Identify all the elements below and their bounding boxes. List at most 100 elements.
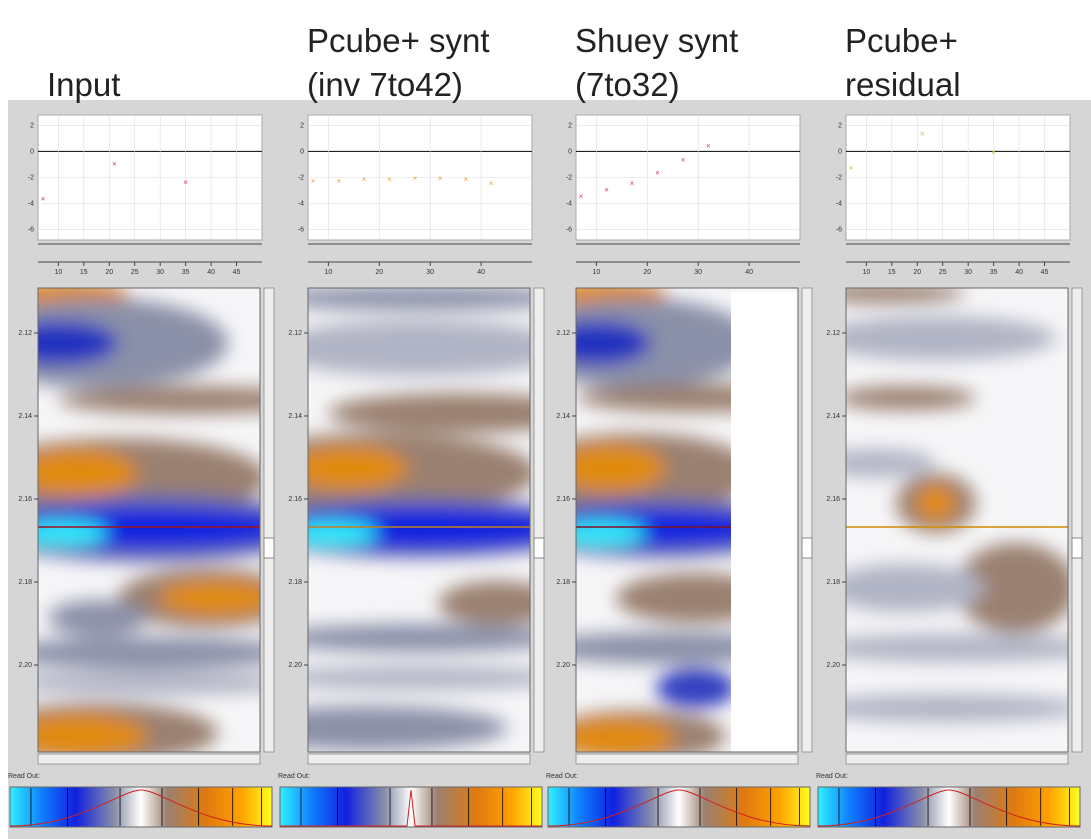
x-tick-label: 40: [745, 269, 753, 276]
x-tick-label: 35: [990, 269, 998, 276]
amplitude-blob: [38, 671, 260, 695]
data-point: ×: [183, 178, 188, 187]
amplitude-blob: [58, 386, 260, 414]
data-point: ×: [655, 169, 660, 178]
amplitude-blob: [308, 624, 530, 652]
data-point: ×: [920, 130, 925, 139]
y-tick-label: 2: [568, 122, 572, 129]
readout-label: Read Out:: [546, 773, 578, 780]
amplitude-blob: [956, 543, 1068, 633]
h-scrollbar[interactable]: [37, 753, 261, 765]
v-scrollbar[interactable]: [533, 287, 545, 753]
image-blobs: [38, 288, 260, 752]
x-tick-label: 25: [131, 269, 139, 276]
x-tick-label: 30: [694, 269, 702, 276]
histogram-curve: [9, 789, 273, 827]
data-point: ×: [112, 160, 117, 169]
x-tick-label: 35: [182, 269, 190, 276]
depth-tick-label: 2.20: [18, 662, 32, 669]
x-tick-label: 15: [80, 269, 88, 276]
y-tick-label: 0: [30, 148, 34, 155]
amplitude-blob: [916, 485, 956, 521]
v-scrollbar[interactable]: [263, 287, 275, 753]
depth-tick-label: 2.16: [18, 496, 32, 503]
x-tick-label: 30: [426, 269, 434, 276]
data-point: ×: [413, 174, 418, 183]
depth-tick-label: 2.20: [826, 662, 840, 669]
v-scrollbar[interactable]: [801, 287, 813, 753]
h-scrollbar[interactable]: [845, 753, 1069, 765]
v-scroll-thumb[interactable]: [1071, 537, 1083, 559]
depth-tick-label: 2.12: [18, 330, 32, 337]
image-blobs: [846, 288, 1068, 722]
v-scroll-thumb[interactable]: [263, 537, 275, 559]
data-point: ×: [438, 174, 443, 183]
x-tick-label: 45: [1041, 269, 1049, 276]
colorbar: [547, 786, 811, 828]
depth-tick-label: 2.12: [556, 330, 570, 337]
depth-tick-label: 2.16: [556, 496, 570, 503]
amplitude-blob: [846, 449, 936, 477]
y-tick-label: 0: [300, 148, 304, 155]
x-tick-label: 30: [964, 269, 972, 276]
amplitude-blob: [308, 320, 530, 376]
amplitude-blob: [846, 694, 1068, 722]
x-tick-label: 40: [477, 269, 485, 276]
image-frame: [307, 287, 531, 753]
amplitude-blob: [308, 446, 408, 490]
image-frame: [37, 287, 261, 753]
y-tick-label: -4: [298, 200, 304, 207]
y-tick-label: -2: [298, 174, 304, 181]
y-tick-label: -6: [836, 226, 842, 233]
v-scrollbar[interactable]: [1071, 287, 1083, 753]
depth-tick-label: 2.12: [288, 330, 302, 337]
y-tick-label: -2: [566, 174, 572, 181]
amplitude-blob: [38, 321, 118, 365]
depth-tick-label: 2.18: [18, 579, 32, 586]
data-point: ×: [991, 148, 996, 157]
readout-label: Read Out:: [278, 773, 310, 780]
amplitude-blob: [846, 288, 966, 303]
x-tick-label: 20: [643, 269, 651, 276]
x-tick-label: 20: [105, 269, 113, 276]
y-tick-label: 2: [300, 122, 304, 129]
data-point: ×: [311, 177, 316, 186]
y-tick-label: 0: [568, 148, 572, 155]
amplitude-blob: [438, 581, 530, 625]
x-tick-label: 10: [54, 269, 62, 276]
depth-tick-label: 2.14: [288, 413, 302, 420]
y-tick-label: -4: [28, 200, 34, 207]
x-tick-label: 10: [862, 269, 870, 276]
amplitude-blob: [38, 714, 148, 752]
depth-tick-label: 2.20: [288, 662, 302, 669]
y-tick-label: -6: [566, 226, 572, 233]
amplitude-blob: [846, 316, 1056, 360]
depth-tick-label: 2.18: [556, 579, 570, 586]
empty-region: [731, 292, 798, 752]
panel-title: Pcube+: [845, 22, 958, 59]
h-scrollbar[interactable]: [307, 753, 531, 765]
amplitude-blob: [846, 634, 1068, 662]
panel-title: (7to32): [575, 66, 680, 103]
x-tick-label: 45: [233, 269, 241, 276]
data-point: ×: [681, 156, 686, 165]
y-tick-label: 0: [838, 148, 842, 155]
x-tick-label: 20: [913, 269, 921, 276]
h-scrollbar[interactable]: [575, 753, 799, 765]
amplitude-blob: [576, 718, 676, 752]
amplitude-blob: [308, 666, 530, 690]
x-tick-label: 40: [207, 269, 215, 276]
x-tick-label: 10: [324, 269, 332, 276]
depth-tick-label: 2.20: [556, 662, 570, 669]
v-scroll-thumb[interactable]: [533, 537, 545, 559]
colorbar: [817, 786, 1081, 828]
amplitude-blob: [38, 298, 228, 388]
data-point: ×: [630, 179, 635, 188]
amplitude-blob: [576, 321, 651, 365]
y-tick-label: -6: [28, 226, 34, 233]
seismic-image: [846, 288, 1068, 752]
histogram-curve: [547, 789, 811, 827]
v-scroll-thumb[interactable]: [801, 537, 813, 559]
y-tick-label: -2: [28, 174, 34, 181]
